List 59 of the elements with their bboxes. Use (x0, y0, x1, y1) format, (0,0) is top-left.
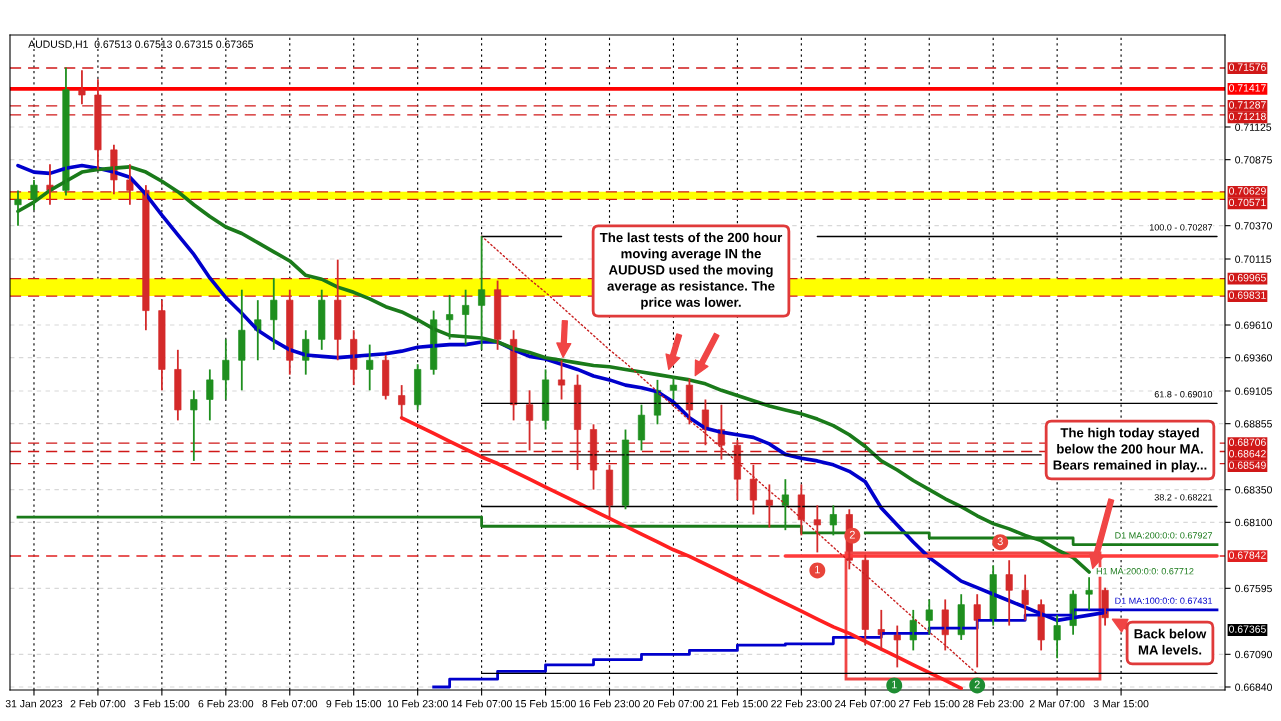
x-tick-label: 10 Feb 23:00 (387, 699, 448, 708)
ref-line-label: 0.68549 (1229, 461, 1266, 469)
y-tick-label: 0.70370 (1235, 222, 1272, 230)
ref-line-label: 0.67842 (1229, 551, 1266, 559)
x-tick-label: 6 Feb 23:00 (198, 699, 254, 708)
x-tick-label: 16 Feb 23:00 (579, 699, 640, 708)
ref-line-label: 0.71218 (1229, 112, 1266, 121)
y-tick-label: 0.70115 (1235, 255, 1272, 263)
y-tick-label: 0.69105 (1235, 387, 1272, 395)
annotation: Back below MA levels. (1134, 628, 1207, 655)
y-tick-label: 0.70875 (1235, 156, 1272, 164)
y-tick-label: 0.71125 (1235, 123, 1272, 131)
y-tick-label: 0.69360 (1235, 354, 1272, 362)
ref-line-label: 0.69831 (1229, 291, 1266, 299)
ref-line-label: 0.71417 (1229, 84, 1266, 92)
ref-line-label: 0.71287 (1229, 101, 1266, 109)
y-tick-label: 0.67595 (1235, 584, 1272, 593)
ref-line-label: 0.71576 (1229, 63, 1266, 71)
y-tick-label: 0.68100 (1235, 518, 1272, 527)
y-tick-label: 0.68855 (1235, 420, 1272, 428)
y-tick-label: 0.69610 (1235, 321, 1272, 329)
ref-line-label: 0.69965 (1229, 274, 1266, 282)
series-label: 61.8 - 0.69010 (1154, 391, 1213, 398)
y-tick-label: 0.68350 (1235, 486, 1272, 494)
x-tick-label: 22 Feb 23:00 (771, 699, 832, 708)
x-tick-label: 8 Feb 07:00 (262, 699, 318, 708)
x-tick-label: 2 Mar 07:00 (1029, 700, 1085, 708)
ref-line-label: 0.68706 (1229, 438, 1266, 446)
x-tick-label: 3 Feb 15:00 (134, 699, 190, 708)
ref-line-label: 0.68642 (1229, 450, 1266, 458)
x-tick-label: 2 Feb 07:00 (70, 699, 126, 708)
series-label: D1 MA:100:0:0: 0.67431 (1115, 597, 1213, 604)
annotation: The high today stayed below the 200 hour MA. Bears remained in play... (1053, 427, 1207, 473)
y-tick-label: 0.67090 (1235, 650, 1272, 659)
series-label: D1 MA:200:0:0: 0.67927 (1115, 532, 1213, 539)
x-tick-label: 15 Feb 15:00 (515, 699, 576, 708)
ref-line-label: 0.70629 (1229, 187, 1266, 195)
x-tick-label: 24 Feb 07:00 (835, 699, 896, 708)
annotation: 2 (849, 530, 855, 539)
annotation: 1 (815, 565, 820, 574)
x-tick-label: 20 Feb 07:00 (643, 699, 704, 708)
annotation: 3 (997, 537, 1003, 546)
x-tick-label: 31 Jan 2023 (5, 700, 63, 708)
x-tick-label: 3 Mar 15:00 (1093, 700, 1149, 708)
series-label: 100.0 - 0.70287 (1149, 224, 1213, 231)
y-tick-label: 0.66840 (1235, 683, 1272, 691)
ref-line-label: 0.70571 (1229, 198, 1266, 207)
x-tick-label: 28 Feb 23:00 (963, 699, 1024, 708)
series-label: 38.2 - 0.68221 (1154, 494, 1213, 501)
text: 0.67365 (1229, 625, 1266, 633)
chart-title: AUDUSD,H1 0.67513 0.67513 0.67315 0.67365 (28, 40, 254, 50)
x-tick-label: 27 Feb 15:00 (899, 699, 960, 708)
x-tick-label: 9 Feb 15:00 (326, 699, 382, 708)
annotation: 1 (891, 680, 897, 689)
annotation: 2 (974, 680, 980, 689)
annotation: The last tests of the 200 hour moving average IN the AUDUSD used the moving average as resistance. The price was lower. (599, 232, 783, 310)
x-tick-label: 14 Feb 07:00 (451, 699, 512, 708)
series-label: H1 MA:200:0:0: 0.67712 (1096, 568, 1194, 575)
x-tick-label: 21 Feb 15:00 (707, 699, 768, 708)
